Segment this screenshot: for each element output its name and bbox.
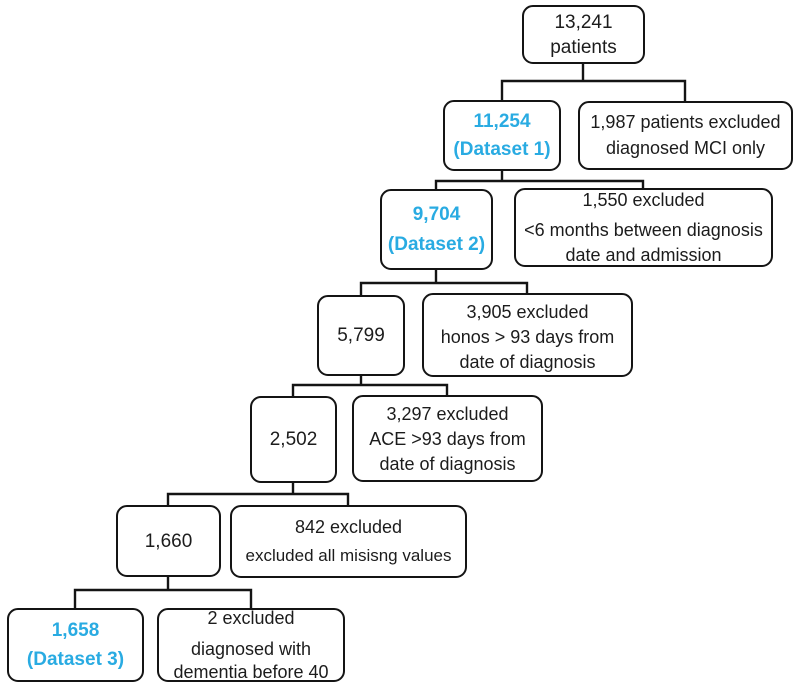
node-text: 1,658 xyxy=(51,620,100,642)
node-text: 3,905 excluded xyxy=(466,302,589,322)
node-text: patients xyxy=(550,36,617,58)
node-dataset2: 9,704 (Dataset 2) xyxy=(380,189,493,270)
connector-level3 xyxy=(359,268,529,296)
node-text: 1,660 xyxy=(144,530,193,552)
node-text: 11,254 xyxy=(473,111,531,133)
node-text: honos > 93 days from xyxy=(440,327,615,347)
node-text: 1,550 excluded xyxy=(582,189,705,210)
node-excluded-mci: 1,987 patients excluded diagnosed MCI on… xyxy=(578,101,793,170)
node-text: (Dataset 3) xyxy=(26,648,125,670)
node-text: dementia before 40 xyxy=(173,662,329,682)
node-text: 2,502 xyxy=(269,429,318,450)
node-text: 842 excluded xyxy=(294,517,403,537)
node-text: 9,704 xyxy=(412,203,461,225)
node-text: date of diagnosis xyxy=(459,352,596,372)
node-text: date of diagnosis xyxy=(379,454,516,474)
node-dataset3: 1,658 (Dataset 3) xyxy=(7,608,144,682)
node-kept-5799: 5,799 xyxy=(317,295,405,376)
connector-level5 xyxy=(166,481,350,506)
node-text: ACE >93 days from xyxy=(369,429,526,449)
node-excluded-honos: 3,905 excluded honos > 93 days from date… xyxy=(422,293,633,377)
node-text: (Dataset 2) xyxy=(387,234,486,256)
node-text: 5,799 xyxy=(337,325,385,346)
node-excluded-ace: 3,297 excluded ACE >93 days from date of… xyxy=(352,395,543,482)
node-text: (Dataset 1) xyxy=(453,138,551,160)
node-excluded-6months: 1,550 excluded <6 months between diagnos… xyxy=(514,188,773,267)
node-text: diagnosed MCI only xyxy=(605,138,766,159)
node-dataset1: 11,254 (Dataset 1) xyxy=(443,100,561,171)
node-kept-1660: 1,660 xyxy=(116,505,221,577)
node-text: 13,241 xyxy=(554,11,613,33)
connector-level4 xyxy=(291,374,449,397)
node-excluded-dementia-before-40: 2 excluded diagnosed with dementia befor… xyxy=(157,608,345,682)
node-text: excluded all misisng values xyxy=(245,546,452,565)
connector-level1 xyxy=(500,62,687,102)
node-text: 2 excluded xyxy=(207,608,295,628)
connector-level6 xyxy=(73,575,253,609)
node-text: 1,987 patients excluded xyxy=(590,111,781,132)
connector-level2 xyxy=(434,169,645,190)
node-text: 3,297 excluded xyxy=(386,404,509,424)
node-text: diagnosed with xyxy=(190,639,312,659)
node-excluded-missing-values: 842 excluded excluded all misisng values xyxy=(230,505,467,578)
node-text: <6 months between diagnosis xyxy=(524,219,763,240)
node-total-patients: 13,241 patients xyxy=(522,5,645,64)
node-kept-2502: 2,502 xyxy=(250,396,337,483)
node-text: date and admission xyxy=(565,244,722,265)
